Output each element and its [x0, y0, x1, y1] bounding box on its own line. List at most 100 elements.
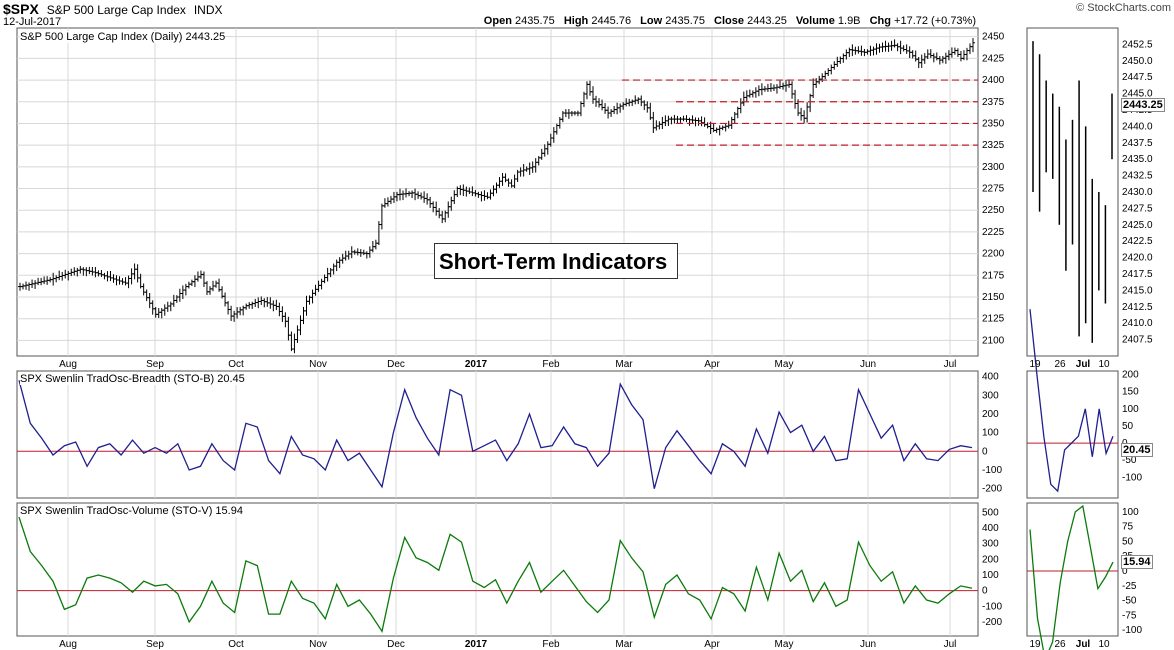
zoom-bottom-x-tick-label: 19 — [1029, 639, 1041, 650]
volume-last-tag: 15.94 — [1121, 555, 1153, 569]
zoom-bottom-x-tick-label: 10 — [1098, 639, 1110, 650]
zoom-panel-frame-1 — [1026, 370, 1119, 499]
low-label: Low — [640, 15, 663, 27]
close-value: 2443.25 — [747, 15, 787, 27]
zoom-price-y-tick-label: 2422.5 — [1122, 236, 1153, 247]
zoom-price-y-tick-label: 2432.5 — [1122, 171, 1153, 182]
bottom-x-tick-label: Jun — [860, 639, 876, 650]
volume-y-tick-label: -100 — [982, 601, 1002, 612]
volume-zoom-y-tick-label: -100 — [1122, 625, 1142, 636]
zoom-price-y-tick-label: 2415.0 — [1122, 285, 1153, 296]
price-x-tick-label: May — [775, 359, 794, 370]
price-x-tick-label: Mar — [615, 359, 633, 370]
zoom-bottom-x-tick-label: Jul — [1076, 639, 1091, 650]
breadth-y-tick-label: 100 — [982, 428, 999, 439]
volume-y-tick-label: -200 — [982, 617, 1002, 628]
breadth-zoom-y-tick-label: -100 — [1122, 472, 1142, 483]
zoom-price-y-tick-label: 2417.5 — [1122, 269, 1153, 280]
bottom-x-tick-label: Aug — [59, 639, 77, 650]
breadth-y-tick-label: -100 — [982, 465, 1002, 476]
exchange: INDX — [193, 3, 223, 17]
price-y-tick-label: 2350 — [982, 118, 1005, 129]
low-value: 2435.75 — [665, 15, 705, 27]
zoom-price-y-tick-label: 2435.0 — [1122, 154, 1153, 165]
volume-zoom-y-tick-label: -50 — [1122, 596, 1137, 607]
bottom-x-tick-label: Oct — [228, 639, 244, 650]
price-y-tick-label: 2150 — [982, 292, 1005, 303]
breadth-zoom-y-tick-label: 50 — [1122, 421, 1134, 432]
volume-y-tick-label: 400 — [982, 523, 999, 534]
bottom-x-tick-label: Mar — [615, 639, 633, 650]
breadth-zoom-y-tick-label: -50 — [1122, 455, 1137, 466]
price-y-tick-label: 2100 — [982, 335, 1005, 346]
price-y-tick-label: 2225 — [982, 227, 1005, 238]
breadth-panel-label: SPX Swenlin TradOsc-Breadth (STO-B) 20.4… — [20, 373, 245, 385]
volume-y-tick-label: 100 — [982, 570, 999, 581]
ohlc-summary: Open 2435.75 High 2445.76 Low 2435.75 Cl… — [478, 15, 976, 27]
zoom-price-y-tick-label: 2450.0 — [1122, 56, 1153, 67]
volume-zoom-y-tick-label: -25 — [1122, 581, 1137, 592]
breadth-y-tick-label: 0 — [982, 446, 988, 457]
volume-zoom-series-line — [1029, 504, 1114, 650]
zoom-x-tick-label: 10 — [1098, 359, 1110, 370]
breadth-y-tick-label: -200 — [982, 484, 1002, 495]
breadth-zoom-y-tick-label: 100 — [1122, 404, 1139, 415]
symbol-title: $SPX S&P 500 Large Cap Index INDX — [3, 1, 222, 17]
breadth-zoom-series-line — [1029, 309, 1114, 493]
price-x-tick-label: Jun — [860, 359, 876, 370]
price-x-tick-label: Jul — [944, 359, 957, 370]
zoom-price-y-tick-label: 2445.0 — [1122, 89, 1153, 100]
open-label: Open — [483, 15, 512, 27]
zoom-panel-frame-2 — [1026, 502, 1119, 637]
price-y-tick-label: 2400 — [982, 75, 1005, 86]
zoom-price-y-tick-label: 2440.0 — [1122, 121, 1153, 132]
price-y-tick-label: 2125 — [982, 314, 1005, 325]
volume-label: Volume — [795, 15, 835, 27]
price-panel-label: S&P 500 Large Cap Index (Daily) 2443.25 — [20, 31, 226, 43]
breadth-y-tick-label: 200 — [982, 409, 999, 420]
volume-zoom-y-tick-label: 0 — [1122, 566, 1128, 577]
breadth-y-tick-label: 400 — [982, 372, 999, 383]
price-y-tick-label: 2250 — [982, 205, 1005, 216]
volume-zoom-y-tick-label: -75 — [1122, 610, 1137, 621]
breadth-series-line — [18, 380, 973, 489]
zoom-price-y-tick-label: 2427.5 — [1122, 203, 1153, 214]
bottom-x-tick-label: 2017 — [465, 639, 488, 650]
zoom-x-tick-label: 26 — [1054, 359, 1066, 370]
zoom-price-y-tick-label: 2420.0 — [1122, 253, 1153, 264]
price-y-tick-label: 2375 — [982, 97, 1005, 108]
change-label: Chg — [869, 15, 891, 27]
symbol: $SPX — [3, 1, 39, 17]
volume-zoom-y-tick-label: 100 — [1122, 507, 1139, 518]
zoom-price-y-tick-label: 2447.5 — [1122, 72, 1153, 83]
price-y-tick-label: 2175 — [982, 270, 1005, 281]
price-x-tick-label: Feb — [542, 359, 560, 370]
zoom-panel-frame-0 — [1026, 27, 1119, 357]
bottom-x-tick-label: Apr — [704, 639, 720, 650]
bottom-x-tick-label: Sep — [146, 639, 164, 650]
price-x-tick-label: Oct — [228, 359, 244, 370]
zoom-price-y-tick-label: 2430.0 — [1122, 187, 1153, 198]
zoom-price-y-tick-label: 2425.0 — [1122, 220, 1153, 231]
price-x-tick-label: Sep — [146, 359, 164, 370]
zoom-bottom-x-tick-label: 26 — [1054, 639, 1066, 650]
chart-annotation-title: Short-Term Indicators — [434, 243, 678, 279]
breadth-last-tag: 20.45 — [1121, 443, 1153, 457]
zoom-price-y-tick-label: 2410.0 — [1122, 318, 1153, 329]
price-y-tick-label: 2325 — [982, 140, 1005, 151]
zoom-price-y-tick-label: 2412.5 — [1122, 302, 1153, 313]
breadth-y-tick-label: 300 — [982, 390, 999, 401]
main-panel-frame-0 — [16, 27, 979, 357]
price-y-tick-label: 2300 — [982, 162, 1005, 173]
bottom-x-tick-label: Jul — [944, 639, 957, 650]
bottom-x-tick-label: Feb — [542, 639, 560, 650]
brand-label: © StockCharts.com — [1076, 2, 1171, 14]
price-x-tick-label: 2017 — [465, 359, 488, 370]
zoom-price-y-tick-label: 2452.5 — [1122, 39, 1153, 50]
volume-y-tick-label: 0 — [982, 586, 988, 597]
bottom-x-tick-label: Dec — [387, 639, 405, 650]
price-ohlc-bars — [18, 38, 975, 354]
change-value: +17.72 (+0.73%) — [894, 15, 976, 27]
main-panel-frame-1 — [16, 370, 979, 499]
price-y-tick-label: 2450 — [982, 32, 1005, 43]
